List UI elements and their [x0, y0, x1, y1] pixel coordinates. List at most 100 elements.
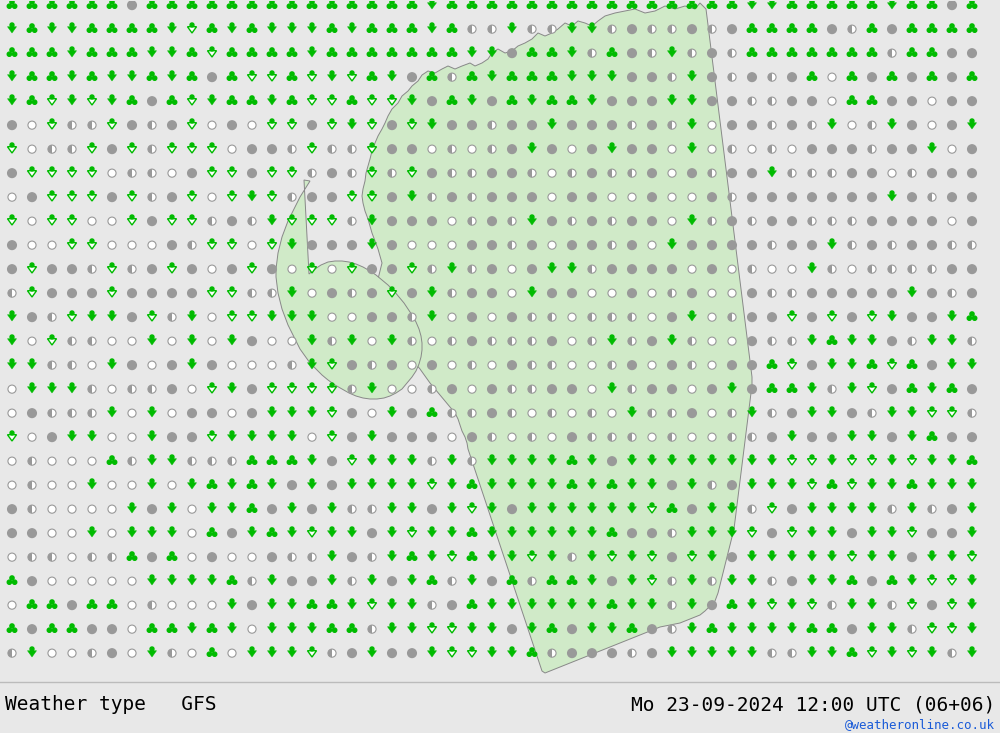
Circle shape: [870, 383, 874, 387]
Circle shape: [967, 76, 971, 81]
Circle shape: [870, 551, 874, 555]
Circle shape: [953, 28, 957, 32]
Circle shape: [807, 28, 811, 32]
Circle shape: [708, 409, 716, 417]
Circle shape: [168, 649, 176, 658]
Circle shape: [328, 337, 336, 345]
Polygon shape: [387, 531, 397, 537]
Circle shape: [453, 100, 457, 104]
Circle shape: [47, 604, 51, 608]
Circle shape: [593, 4, 597, 8]
Circle shape: [628, 169, 636, 177]
Circle shape: [448, 385, 456, 394]
Circle shape: [407, 556, 411, 560]
Wedge shape: [208, 457, 212, 465]
Circle shape: [233, 580, 237, 584]
Circle shape: [788, 241, 796, 249]
Polygon shape: [387, 507, 397, 513]
Circle shape: [928, 289, 936, 298]
Polygon shape: [167, 507, 177, 513]
Circle shape: [708, 433, 716, 441]
Circle shape: [188, 601, 196, 609]
Circle shape: [510, 455, 514, 459]
Circle shape: [648, 385, 656, 394]
Wedge shape: [448, 169, 452, 177]
Polygon shape: [727, 459, 737, 465]
Circle shape: [128, 169, 136, 177]
Circle shape: [793, 52, 797, 56]
Wedge shape: [668, 121, 672, 129]
Wedge shape: [508, 385, 512, 393]
Circle shape: [308, 121, 316, 130]
Circle shape: [270, 431, 274, 435]
Wedge shape: [368, 361, 372, 369]
Circle shape: [167, 4, 171, 8]
Circle shape: [867, 28, 871, 32]
Circle shape: [7, 4, 11, 8]
Wedge shape: [968, 241, 972, 249]
Circle shape: [28, 337, 36, 345]
Circle shape: [848, 265, 856, 273]
Polygon shape: [227, 603, 237, 609]
Circle shape: [907, 4, 911, 8]
Circle shape: [88, 361, 96, 369]
Circle shape: [310, 623, 314, 627]
Circle shape: [507, 100, 511, 104]
Circle shape: [607, 4, 611, 8]
Circle shape: [150, 0, 154, 4]
Wedge shape: [88, 385, 92, 393]
Circle shape: [428, 337, 436, 345]
Circle shape: [128, 625, 136, 633]
Circle shape: [968, 337, 976, 345]
Circle shape: [113, 460, 117, 464]
Circle shape: [853, 76, 857, 81]
Circle shape: [330, 431, 334, 435]
Circle shape: [508, 145, 516, 153]
Circle shape: [688, 241, 696, 249]
Circle shape: [467, 76, 471, 81]
Circle shape: [270, 95, 274, 99]
Wedge shape: [48, 553, 52, 561]
Polygon shape: [347, 531, 357, 537]
Circle shape: [708, 481, 716, 489]
Circle shape: [108, 217, 116, 225]
Wedge shape: [768, 577, 772, 585]
Circle shape: [750, 647, 754, 651]
Polygon shape: [207, 507, 217, 513]
Circle shape: [630, 0, 634, 4]
Circle shape: [308, 505, 316, 514]
Polygon shape: [67, 26, 77, 33]
Circle shape: [153, 628, 157, 633]
Circle shape: [328, 481, 336, 490]
Circle shape: [487, 4, 491, 8]
Wedge shape: [228, 457, 232, 465]
Circle shape: [290, 456, 294, 460]
Circle shape: [728, 217, 736, 226]
Polygon shape: [887, 531, 897, 537]
Polygon shape: [827, 531, 837, 537]
Circle shape: [288, 553, 296, 561]
Wedge shape: [468, 361, 472, 369]
Polygon shape: [347, 26, 357, 33]
Circle shape: [267, 460, 271, 464]
Circle shape: [970, 72, 974, 76]
Circle shape: [110, 287, 114, 291]
Polygon shape: [807, 603, 817, 609]
Polygon shape: [47, 99, 57, 105]
Circle shape: [53, 628, 57, 633]
Circle shape: [150, 647, 154, 651]
Circle shape: [750, 455, 754, 459]
Circle shape: [630, 407, 634, 411]
Wedge shape: [828, 217, 832, 225]
Circle shape: [348, 505, 356, 513]
Circle shape: [648, 433, 656, 441]
Circle shape: [913, 52, 917, 56]
Circle shape: [468, 193, 476, 202]
Polygon shape: [307, 314, 317, 321]
Circle shape: [308, 241, 316, 249]
Circle shape: [468, 169, 476, 177]
Circle shape: [8, 385, 16, 393]
Circle shape: [628, 217, 636, 226]
Circle shape: [433, 580, 437, 584]
Circle shape: [610, 0, 614, 4]
